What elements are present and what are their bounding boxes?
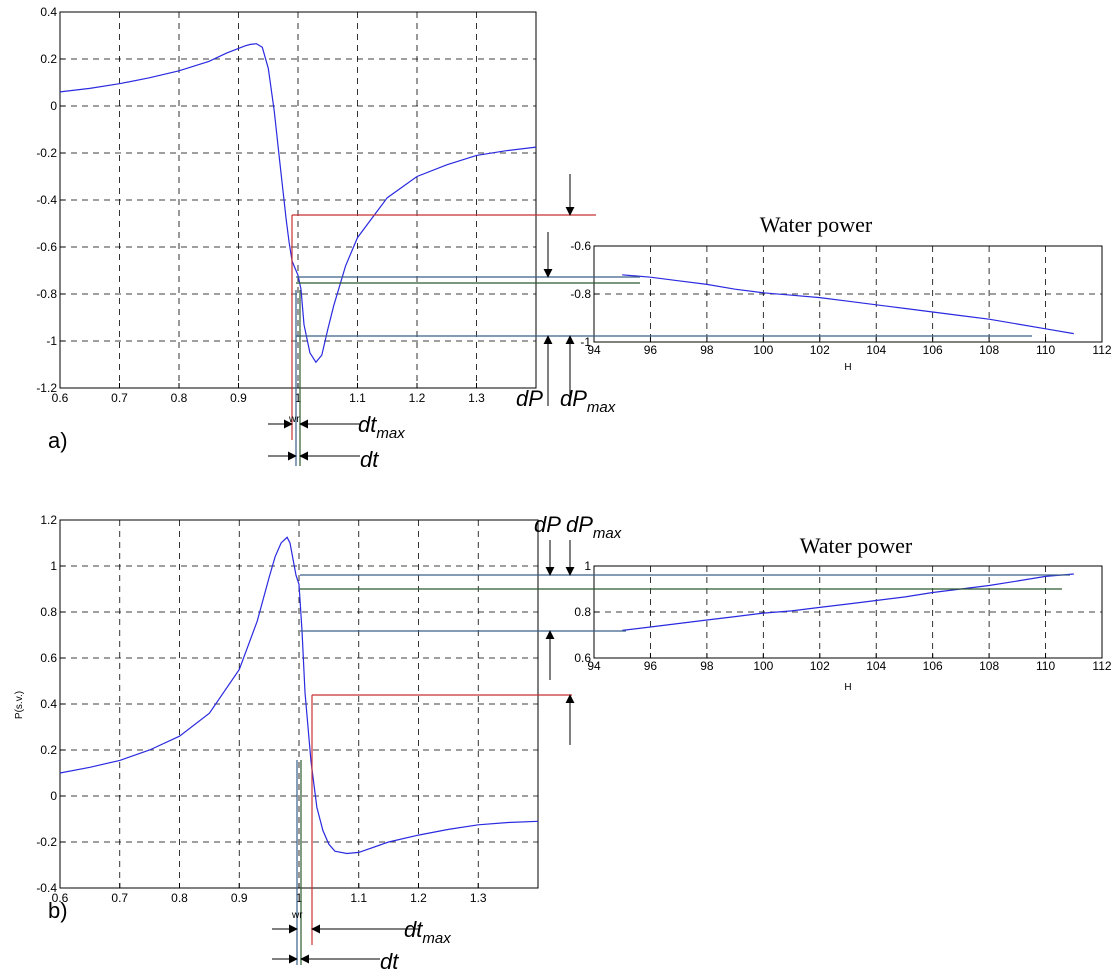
dt-max-label-a: dtmax <box>358 412 405 442</box>
y-tick-label: -1 <box>46 334 57 348</box>
x-tick-label: 1.1 <box>350 891 367 905</box>
y-tick-label: -0.4 <box>36 193 57 207</box>
x-tick-label: 0.6 <box>52 391 69 405</box>
x-tick-label: 1.2 <box>409 391 426 405</box>
x-tick-label: 0.9 <box>231 891 248 905</box>
x-tick-label: 102 <box>810 343 830 357</box>
x-tick-label: 96 <box>644 659 658 673</box>
x-tick-label: 1.1 <box>349 391 366 405</box>
x-tick-label: 0.7 <box>111 891 128 905</box>
y-tick-label: 0.8 <box>574 605 591 619</box>
x-tick-label: 98 <box>700 659 714 673</box>
y-tick-label: 0.2 <box>40 743 57 757</box>
x-tick-label: 110 <box>1036 659 1055 673</box>
y-tick-label: 0 <box>50 99 57 113</box>
y-tick-label: 0.4 <box>40 697 57 711</box>
x-tick-label: 108 <box>979 659 999 673</box>
x-tick-label: 106 <box>923 659 943 673</box>
x-tick-label: 110 <box>1036 343 1055 357</box>
y-tick-label: 0 <box>50 789 57 803</box>
x-tick-label: 1.3 <box>470 891 487 905</box>
y-tick-label: 1 <box>50 559 57 573</box>
x-tick-label: 94 <box>587 343 601 357</box>
x-tick-label: 0.7 <box>111 391 128 405</box>
x-tick-label: 0.8 <box>171 391 188 405</box>
chart-a-inset-xlabel: H <box>844 362 851 373</box>
y-tick-label: 1.2 <box>40 513 57 527</box>
chart-b-ylabel: P(s.v.) <box>14 691 25 719</box>
x-tick-label: 100 <box>753 343 773 357</box>
wr-label-b: wr <box>291 910 303 921</box>
x-tick-label: 1 <box>296 891 303 905</box>
y-tick-label: -1.2 <box>36 381 57 395</box>
x-tick-label: 112 <box>1092 659 1111 673</box>
dpmax-label-a: dPmax <box>560 386 616 416</box>
wr-label-a: wr <box>288 414 300 425</box>
y-tick-label: -1 <box>580 335 591 349</box>
y-tick-label: 0.6 <box>40 651 57 665</box>
dp-label-b: dP <box>534 512 561 537</box>
x-tick-label: 0.6 <box>52 891 69 905</box>
x-tick-label: 104 <box>866 343 886 357</box>
panel-label-b: b) <box>48 898 68 923</box>
x-tick-label: 0.8 <box>171 891 188 905</box>
y-tick-label: -0.6 <box>36 240 57 254</box>
x-tick-label: 96 <box>644 343 658 357</box>
chart-b-main: 0.6 0.7 0.8 0.9 1 1.1 1.2 1.3 -0.4 -0.2 0 0.2 0.4 0.6… <box>36 513 539 905</box>
x-tick-label: 108 <box>979 343 999 357</box>
series-line <box>59 536 539 855</box>
x-tick-label: 1.3 <box>468 391 485 405</box>
dp-label-a: dP <box>516 386 543 411</box>
y-tick-label: -0.8 <box>570 287 591 301</box>
y-tick-label: 0.2 <box>40 52 57 66</box>
annotations-a: wr dtmax dt dP dPmax <box>268 174 1032 472</box>
y-tick-label: -0.6 <box>570 239 591 253</box>
x-tick-label: 100 <box>753 659 773 673</box>
x-tick-label: 106 <box>923 343 943 357</box>
chart-b-inset-title: Water power <box>800 533 913 558</box>
dpmax-label-b: dPmax <box>566 512 622 542</box>
dt-label-a: dt <box>360 447 379 472</box>
chart-b-inset-xlabel: H <box>844 682 851 693</box>
y-tick-label: 0.8 <box>40 605 57 619</box>
series-line <box>622 573 1074 631</box>
y-tick-label: 1 <box>584 559 591 573</box>
x-tick-label: 112 <box>1092 343 1111 357</box>
series-line <box>622 274 1074 335</box>
x-tick-label: 1 <box>295 391 302 405</box>
chart-b-inset: 94 96 98 100 102 104 106 108 110 112 0.6 0.8 1 <box>574 559 1111 673</box>
y-tick-label: -0.2 <box>36 835 57 849</box>
annotations-b: wr dtmax dt dP dPmax <box>272 512 1070 972</box>
chart-a-inset-title: Water power <box>760 212 873 237</box>
y-tick-label: -0.4 <box>36 881 57 895</box>
chart-a-inset: 94 96 98 100 102 104 106 108 110 112 -1 -0.8 -0.6 <box>570 239 1111 357</box>
x-tick-label: 102 <box>810 659 830 673</box>
x-tick-label: 0.9 <box>230 391 247 405</box>
y-tick-label: 0.4 <box>40 5 57 19</box>
panel-label-a: a) <box>48 428 68 453</box>
dt-max-label-b: dtmax <box>404 917 451 947</box>
y-tick-label: 0.6 <box>574 651 591 665</box>
y-tick-label: -0.8 <box>36 287 57 301</box>
x-tick-label: 1.2 <box>410 891 427 905</box>
x-tick-label: 94 <box>587 659 601 673</box>
x-tick-label: 104 <box>866 659 886 673</box>
y-tick-label: -0.2 <box>36 146 57 160</box>
x-tick-label: 98 <box>700 343 714 357</box>
chart-a-main: 0.6 0.7 0.8 0.9 1 1.1 1.2 1.3 -1.2 -1 -0.8 -0.6 -0.4… <box>36 5 537 405</box>
dt-label-b: dt <box>380 949 399 972</box>
